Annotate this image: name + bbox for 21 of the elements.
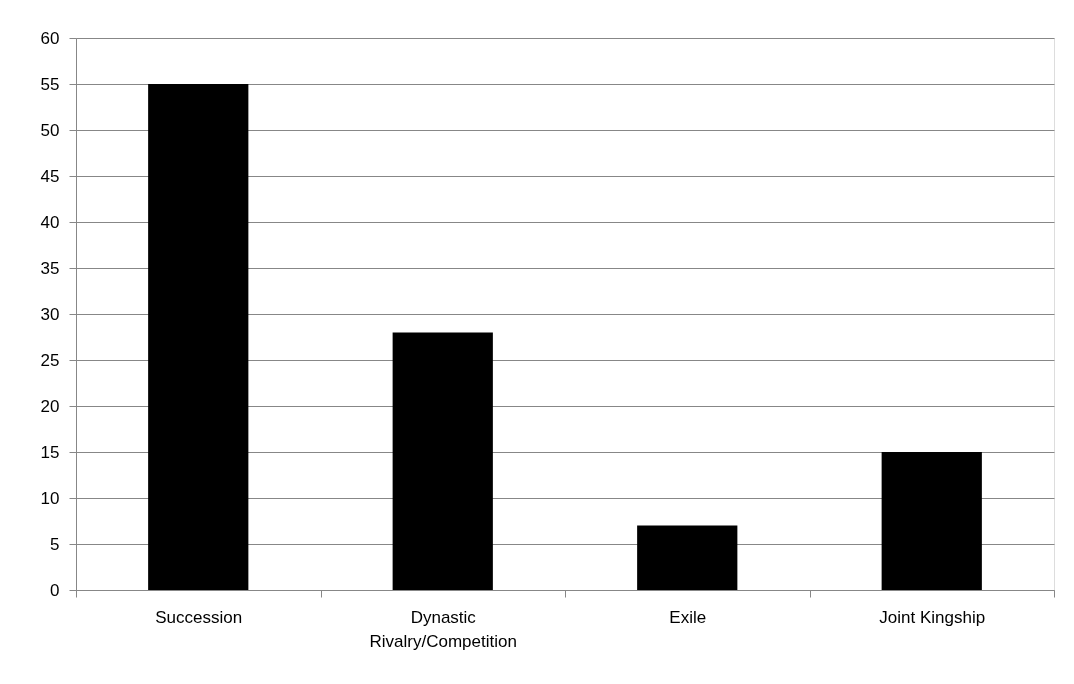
y-tick-label: 60 bbox=[40, 28, 60, 48]
bar bbox=[392, 332, 493, 590]
y-tick-label: 35 bbox=[40, 258, 60, 278]
y-tick-label: 40 bbox=[40, 212, 60, 232]
bar bbox=[148, 84, 249, 590]
y-tick-label: 15 bbox=[40, 442, 60, 462]
y-tick-label: 50 bbox=[40, 120, 60, 140]
x-tick-label: Succession bbox=[155, 607, 243, 627]
y-tick-label: 10 bbox=[40, 488, 60, 508]
y-tick-label: 20 bbox=[40, 396, 60, 416]
bar bbox=[881, 452, 982, 590]
x-tick-label: Joint Kingship bbox=[879, 607, 986, 627]
y-tick-label: 0 bbox=[50, 580, 60, 600]
bar bbox=[637, 525, 738, 590]
y-tick-label: 5 bbox=[50, 534, 60, 554]
y-tick-label: 25 bbox=[40, 350, 60, 370]
y-tick-label: 55 bbox=[40, 74, 60, 94]
y-tick-label: 30 bbox=[40, 304, 60, 324]
x-tick-label: Exile bbox=[669, 607, 707, 627]
y-tick-label: 45 bbox=[40, 166, 60, 186]
x-tick-label: Dynastic Rivalry/Competition bbox=[369, 607, 517, 651]
